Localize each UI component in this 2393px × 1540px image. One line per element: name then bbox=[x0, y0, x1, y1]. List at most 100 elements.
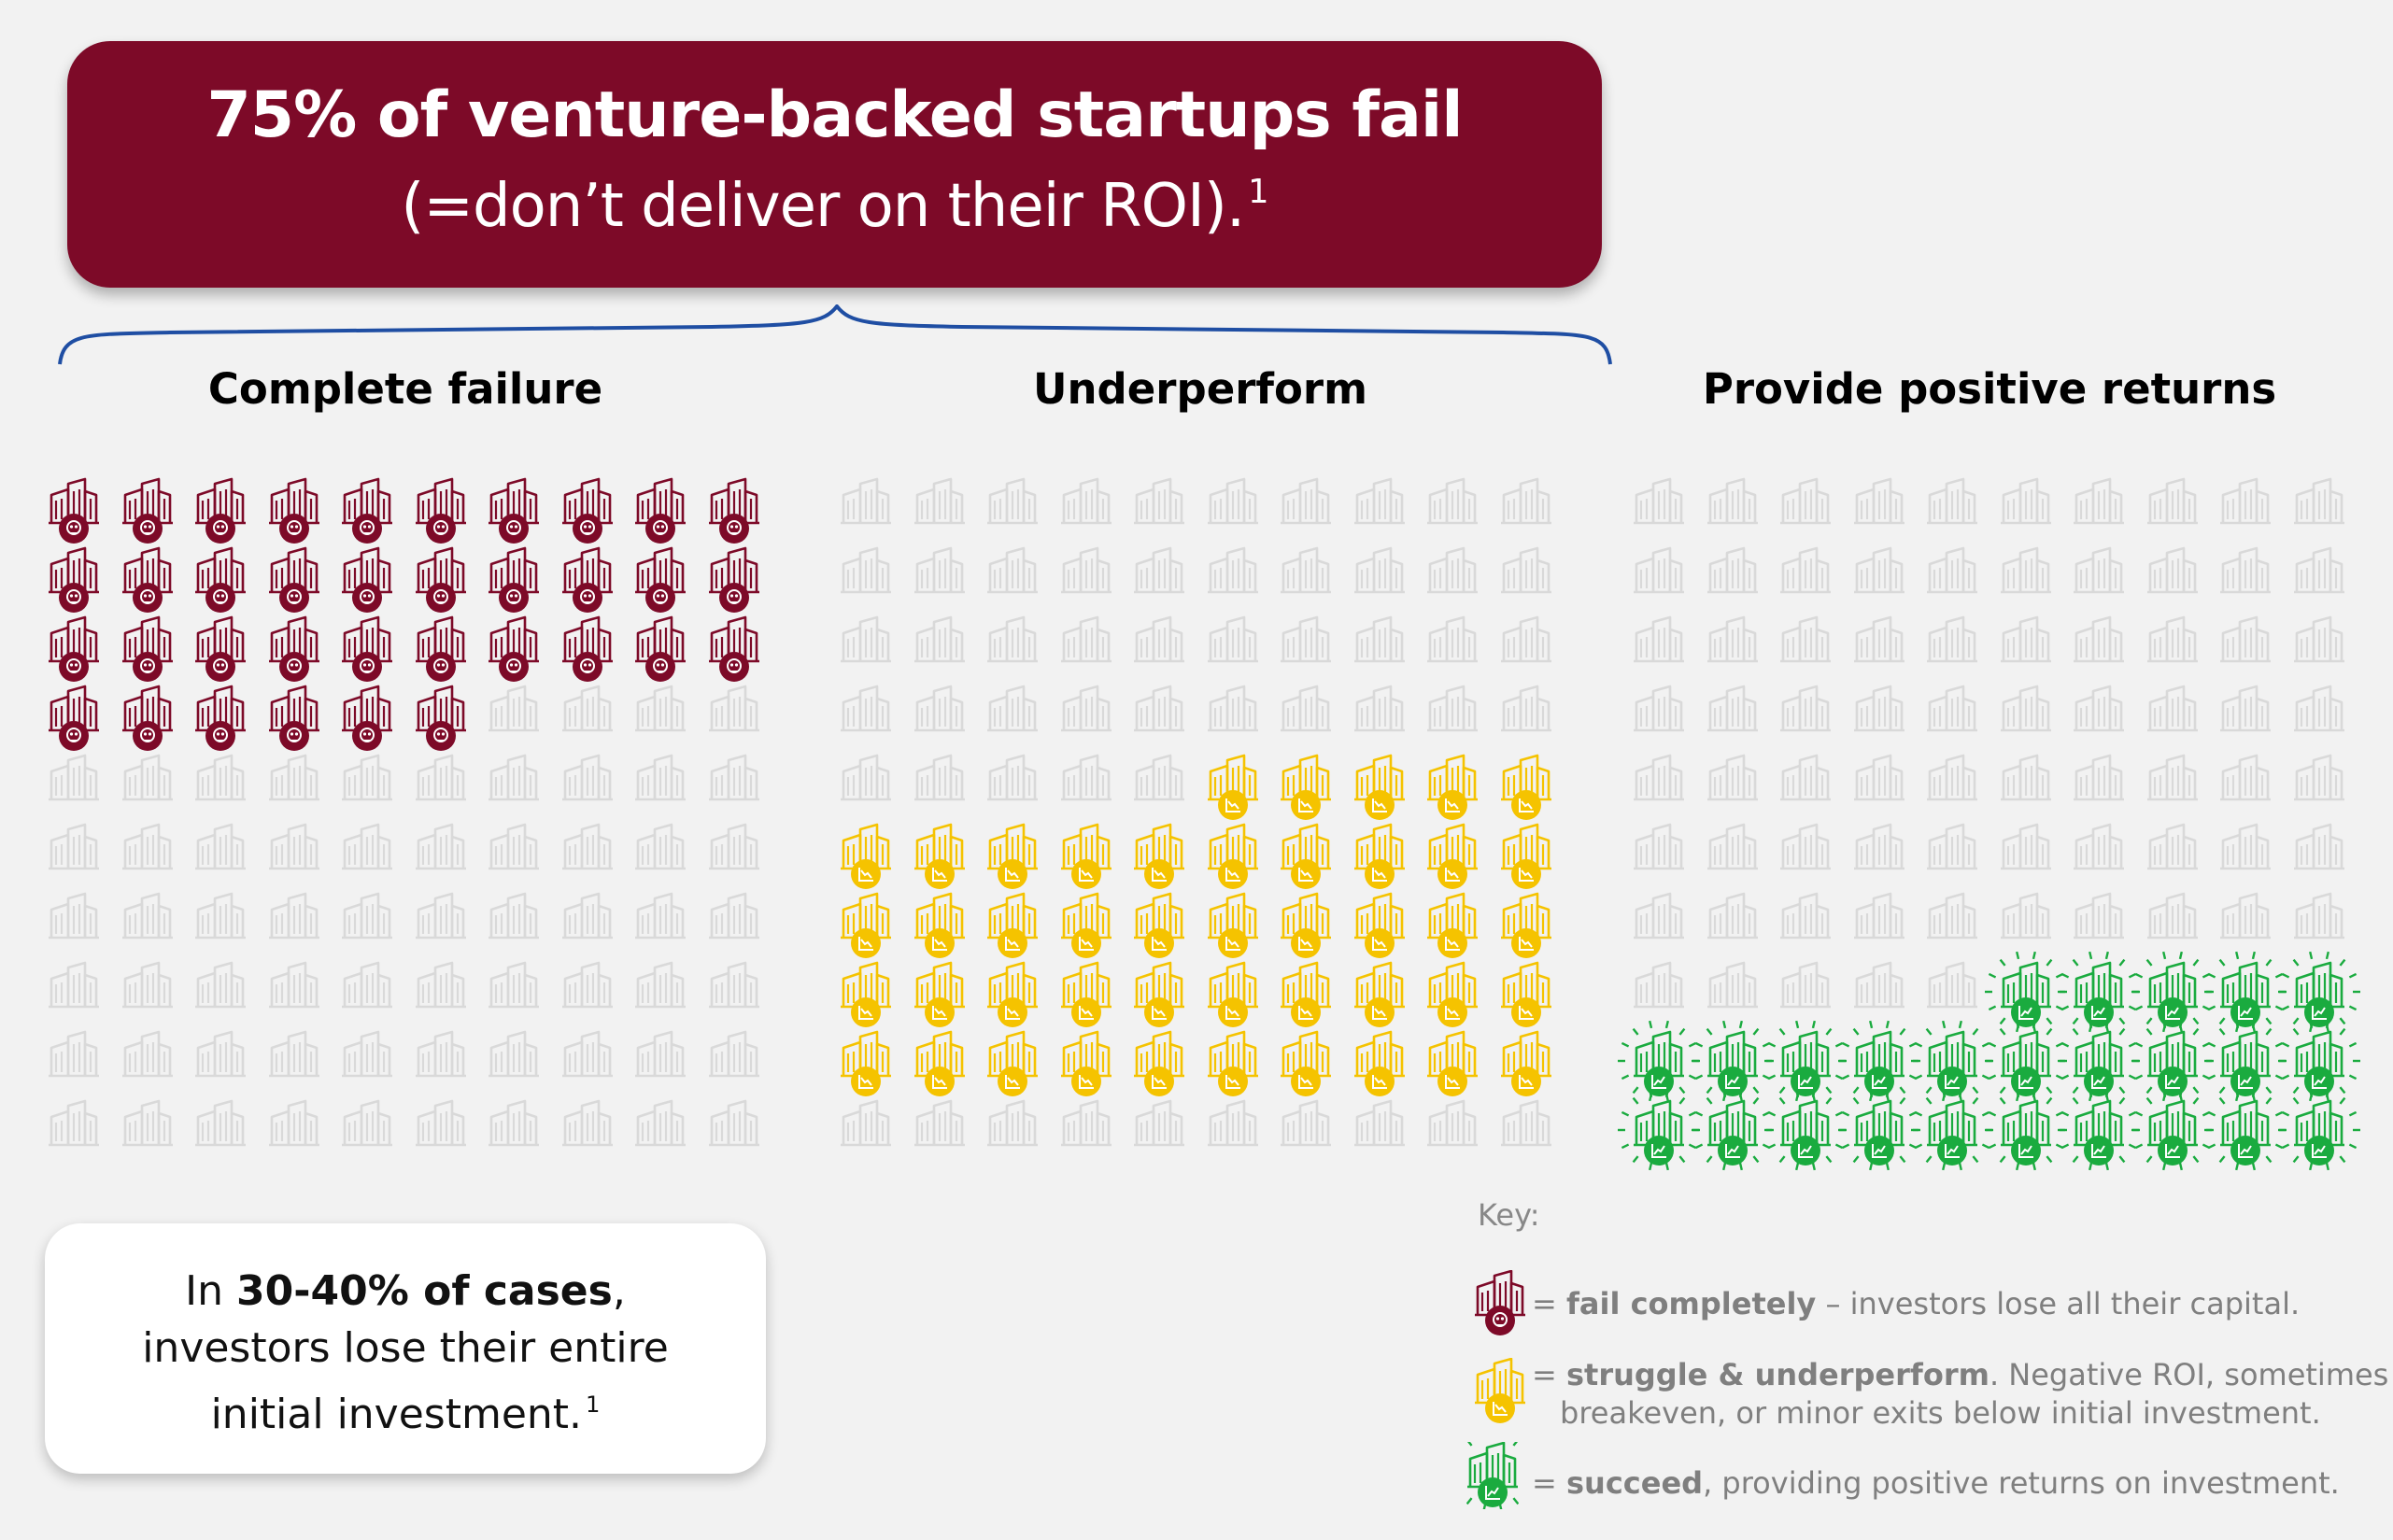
empty-startup-icon bbox=[629, 751, 702, 820]
empty-startup-icon bbox=[2141, 613, 2215, 682]
empty-startup-icon bbox=[1920, 613, 1994, 682]
successful-startup-icon bbox=[1764, 1089, 1848, 1171]
empty-startup-icon bbox=[2214, 682, 2287, 751]
successful-startup-icon bbox=[2277, 951, 2361, 1033]
empty-startup-icon bbox=[1055, 474, 1128, 544]
failed-startup-icon bbox=[116, 544, 190, 613]
empty-startup-icon bbox=[1848, 613, 1921, 682]
empty-startup-icon bbox=[629, 889, 702, 958]
key-icon-under bbox=[1474, 1357, 1526, 1429]
empty-startup-icon bbox=[1701, 958, 1775, 1027]
failed-startup-icon bbox=[482, 613, 556, 682]
underperforming-startup-icon bbox=[1201, 820, 1275, 889]
empty-startup-icon bbox=[2287, 751, 2361, 820]
group-label-failure: Complete failure bbox=[207, 364, 603, 414]
grid-underperform bbox=[834, 474, 1567, 1166]
empty-startup-icon bbox=[1920, 474, 1994, 544]
empty-startup-icon bbox=[556, 889, 630, 958]
empty-startup-icon bbox=[1848, 889, 1921, 958]
empty-startup-icon bbox=[1701, 544, 1775, 613]
empty-startup-icon bbox=[1920, 958, 1994, 1027]
successful-startup-icon bbox=[1691, 1089, 1775, 1171]
underperforming-startup-icon bbox=[1274, 1027, 1348, 1096]
callout-suffix: , bbox=[612, 1267, 626, 1315]
underperforming-startup-icon bbox=[834, 889, 908, 958]
failed-startup-icon bbox=[262, 613, 336, 682]
empty-startup-icon bbox=[116, 958, 190, 1027]
failed-startup-icon bbox=[116, 682, 190, 751]
empty-startup-icon bbox=[1494, 544, 1568, 613]
failed-startup-icon bbox=[482, 544, 556, 613]
group-head-positive: Provide positive returns bbox=[1625, 364, 2354, 414]
empty-startup-icon bbox=[981, 613, 1055, 682]
underperforming-startup-icon bbox=[834, 1027, 908, 1096]
empty-startup-icon bbox=[1627, 889, 1701, 958]
empty-startup-icon bbox=[1994, 889, 2068, 958]
underperforming-startup-icon bbox=[1055, 820, 1128, 889]
empty-startup-icon bbox=[2141, 751, 2215, 820]
empty-startup-icon bbox=[2067, 613, 2141, 682]
empty-startup-icon bbox=[189, 1027, 262, 1096]
successful-startup-icon bbox=[2131, 1020, 2215, 1102]
underperforming-startup-icon bbox=[908, 1027, 982, 1096]
underperforming-startup-icon bbox=[1055, 958, 1128, 1027]
successful-startup-icon bbox=[1911, 1020, 1994, 1102]
empty-startup-icon bbox=[2067, 820, 2141, 889]
underperforming-startup-icon bbox=[1348, 751, 1422, 820]
empty-startup-icon bbox=[1627, 958, 1701, 1027]
empty-startup-icon bbox=[2287, 613, 2361, 682]
underperforming-startup-icon bbox=[1494, 958, 1568, 1027]
empty-startup-icon bbox=[116, 820, 190, 889]
empty-startup-icon bbox=[908, 1096, 982, 1166]
empty-startup-icon bbox=[1348, 1096, 1422, 1166]
failed-startup-icon bbox=[482, 474, 556, 544]
key-row-success: = succeed, providing positive returns on… bbox=[1532, 1464, 2340, 1503]
failed-startup-icon bbox=[42, 682, 116, 751]
failed-startup-icon bbox=[335, 474, 409, 544]
empty-startup-icon bbox=[1774, 820, 1848, 889]
empty-startup-icon bbox=[2067, 544, 2141, 613]
failed-startup-icon bbox=[702, 613, 776, 682]
underperforming-startup-icon bbox=[834, 958, 908, 1027]
empty-startup-icon bbox=[981, 1096, 1055, 1166]
empty-startup-icon bbox=[556, 958, 630, 1027]
callout-line3-text: initial investment. bbox=[210, 1390, 583, 1438]
empty-startup-icon bbox=[482, 889, 556, 958]
failed-startup-icon bbox=[262, 682, 336, 751]
empty-startup-icon bbox=[1055, 1096, 1128, 1166]
empty-startup-icon bbox=[1055, 544, 1128, 613]
successful-startup-icon bbox=[1618, 1020, 1701, 1102]
empty-startup-icon bbox=[1994, 474, 2068, 544]
key-row-under: = struggle & underperform. Negative ROI,… bbox=[1532, 1356, 2388, 1433]
key-equals-success: = bbox=[1532, 1465, 1566, 1501]
underperforming-startup-icon bbox=[1494, 820, 1568, 889]
empty-startup-icon bbox=[1627, 613, 1701, 682]
empty-startup-icon bbox=[1348, 474, 1422, 544]
empty-startup-icon bbox=[42, 1096, 116, 1166]
underperforming-startup-icon bbox=[1348, 1027, 1422, 1096]
underperforming-startup-icon bbox=[1127, 820, 1201, 889]
underperforming-startup-icon bbox=[1494, 751, 1568, 820]
empty-startup-icon bbox=[2067, 889, 2141, 958]
headline-footnote: 1 bbox=[1248, 173, 1268, 212]
successful-startup-icon bbox=[2131, 1089, 2215, 1171]
empty-startup-icon bbox=[189, 1096, 262, 1166]
empty-startup-icon bbox=[1494, 1096, 1568, 1166]
empty-startup-icon bbox=[2287, 820, 2361, 889]
empty-startup-icon bbox=[2214, 820, 2287, 889]
failed-startup-icon bbox=[262, 544, 336, 613]
empty-startup-icon bbox=[1701, 889, 1775, 958]
successful-startup-icon bbox=[2058, 951, 2141, 1033]
failed-startup-icon bbox=[189, 613, 262, 682]
underperforming-startup-icon bbox=[1348, 958, 1422, 1027]
empty-startup-icon bbox=[556, 682, 630, 751]
underperforming-startup-icon bbox=[1274, 958, 1348, 1027]
empty-startup-icon bbox=[409, 751, 483, 820]
empty-startup-icon bbox=[409, 889, 483, 958]
underperforming-startup-icon bbox=[1201, 1027, 1275, 1096]
empty-startup-icon bbox=[702, 889, 776, 958]
grid-failure bbox=[42, 474, 775, 1166]
empty-startup-icon bbox=[482, 1096, 556, 1166]
empty-startup-icon bbox=[1774, 682, 1848, 751]
failed-startup-icon bbox=[702, 544, 776, 613]
